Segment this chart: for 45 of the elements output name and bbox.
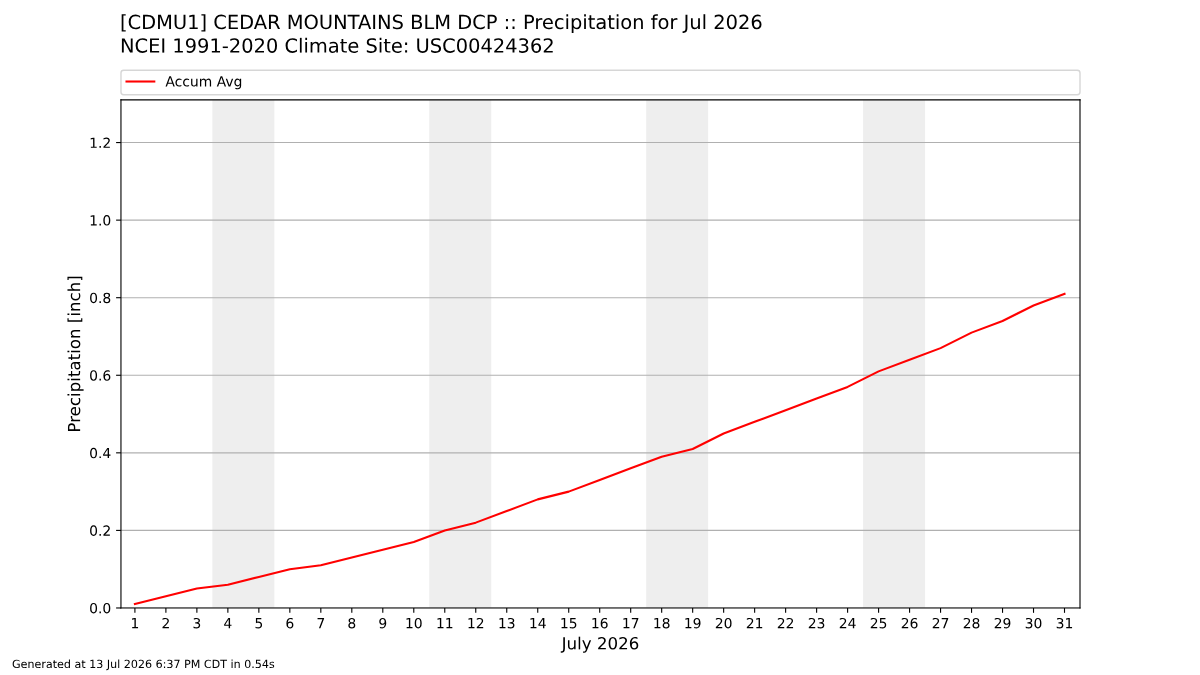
x-axis-title: July 2026 (560, 636, 639, 653)
x-tick-label: 3 (193, 617, 201, 629)
y-tick-label: 0.6 (90, 370, 111, 381)
x-tick-label: 7 (317, 618, 325, 629)
x-tick-label: 26 (901, 617, 918, 629)
text: Generated at 13 Jul 2026 6:37 PM CDT in 0.54s (12, 659, 275, 671)
y-axis-title: Precipitation [inch] (67, 276, 84, 431)
y-tick-label: 0.8 (90, 292, 111, 304)
x-tick-label: 2 (162, 617, 169, 629)
x-tick-label: 22 (777, 617, 794, 629)
y-tick-label: 1.2 (90, 137, 110, 148)
x-tick-label: 16 (592, 617, 608, 629)
x-tick-label: 5 (255, 618, 263, 629)
x-tick-label: 21 (746, 617, 763, 629)
x-tick-label: 9 (379, 617, 387, 629)
x-tick-label: 13 (499, 617, 515, 629)
chart-subtitle: NCEI 1991-2020 Climate Site: USC00424362 (121, 37, 553, 53)
x-tick-label: 14 (530, 618, 546, 629)
x-tick-label: 19 (685, 617, 701, 629)
x-tick-label: 15 (561, 618, 577, 629)
x-tick-label: 17 (623, 618, 639, 629)
x-tick-label: 29 (994, 617, 1011, 629)
chart-title: [CDMU1] CEDAR MOUNTAINS BLM DCP :: Precipitation for Jul 2026 (121, 14, 762, 34)
y-tick-label: 1.0 (90, 215, 111, 226)
x-tick-label: 23 (808, 617, 825, 629)
x-tick-label: 1 (132, 618, 139, 629)
x-tick-label: 20 (715, 617, 732, 629)
x-tick-label: 30 (1025, 617, 1042, 629)
y-tick-label: 0.2 (90, 525, 110, 536)
legend-label: Accum Avg (165, 76, 242, 90)
x-tick-label: 27 (932, 617, 949, 629)
y-tick-label: 0.0 (90, 602, 111, 614)
x-tick-label: 6 (286, 617, 294, 629)
x-tick-label: 18 (654, 617, 670, 629)
x-tick-label: 31 (1056, 617, 1073, 629)
x-tick-label: 28 (963, 617, 980, 629)
x-tick-label: 12 (468, 617, 484, 629)
y-tick-label: 0.4 (90, 447, 111, 459)
x-tick-label: 4 (224, 618, 232, 629)
x-tick-label: 24 (839, 617, 856, 629)
x-tick-label: 11 (437, 618, 453, 629)
x-tick-label: 10 (406, 617, 422, 629)
x-tick-label: 25 (870, 617, 887, 629)
x-tick-label: 8 (348, 617, 356, 629)
line-series (133, 292, 1066, 606)
